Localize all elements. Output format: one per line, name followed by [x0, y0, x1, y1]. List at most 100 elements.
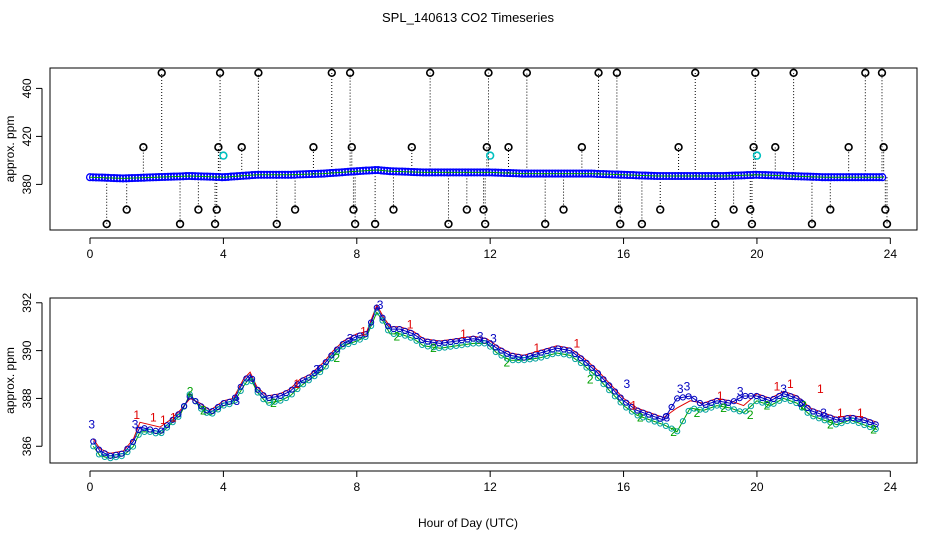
outlier-point: [749, 143, 758, 152]
outlier-point: [691, 68, 700, 78]
series-3-circle: [861, 417, 868, 424]
baseline-series: [85, 166, 887, 183]
series-3-marker: 3: [313, 363, 320, 377]
series-3-circle: [804, 404, 811, 412]
series-3-circle: [838, 416, 845, 423]
series-2-circle: [186, 391, 193, 398]
top-x-tick-label: 8: [353, 247, 360, 261]
series-1-marker: 1: [133, 408, 140, 422]
series-3-circle: [781, 391, 789, 398]
series-2-circle: [288, 391, 295, 398]
top-x-tick-label: 4: [220, 247, 227, 261]
series-2-circle: [260, 396, 267, 403]
outlier-point: [215, 68, 225, 78]
series-2-marker: 2: [270, 396, 277, 410]
series-3-circle: [696, 399, 704, 407]
series-3-marker: 3: [132, 418, 139, 432]
series-3-circle: [719, 398, 726, 405]
series-2-circle: [368, 322, 375, 329]
series-3-circle: [356, 332, 363, 339]
series-2-circle: [747, 403, 755, 410]
outlier-point: [540, 219, 550, 229]
series-3-circle: [470, 335, 477, 342]
flagged-point: [752, 151, 762, 160]
series-3-circle: [475, 336, 482, 343]
series-1-marker: 1: [170, 411, 177, 425]
series-3-circle: [232, 394, 239, 401]
series-1-marker: 1: [460, 327, 467, 341]
series-2-circle: [175, 413, 182, 420]
outlier-point: [272, 219, 281, 229]
series-3-circle: [402, 327, 409, 334]
series-2-circle: [674, 428, 681, 435]
series-3-circle: [849, 414, 857, 422]
series-3-circle: [436, 340, 443, 347]
series-2-marker: 2: [694, 406, 701, 420]
series-1-marker: 1: [574, 336, 581, 350]
series-3-circle: [577, 355, 585, 362]
top-x-tick-label: 12: [483, 247, 497, 261]
series-2: [92, 311, 878, 459]
series-3-circle: [560, 346, 568, 353]
series-3-circle: [487, 340, 494, 347]
series-3-circle: [152, 427, 159, 434]
series-2-circle: [311, 373, 318, 380]
series-2-marker: 2: [827, 418, 834, 432]
series-3-circle: [169, 416, 176, 423]
series-3-circle: [662, 413, 670, 420]
outlier-point: [102, 219, 111, 229]
series-3-circle: [305, 374, 312, 381]
series-3-marker: 3: [664, 411, 671, 425]
series-3-circle: [101, 450, 108, 457]
series-line-1: [92, 304, 878, 454]
series-2-marker: 2: [720, 401, 727, 415]
outlier-point: [879, 143, 888, 152]
outlier-point: [349, 205, 358, 214]
series-3-circle: [464, 336, 471, 343]
series-3-circle: [322, 359, 329, 366]
series-3-circle: [810, 408, 817, 415]
series-2-circle: [124, 448, 131, 456]
series-3-circle: [334, 346, 341, 353]
series-2-circle: [691, 405, 698, 412]
series-2-circle: [101, 453, 108, 460]
bottom-x-tick-label: 4: [220, 480, 227, 494]
series-2-circle: [838, 420, 845, 427]
flagged-point: [485, 151, 495, 160]
series-1: [92, 304, 878, 454]
series-2-marker: 2: [637, 411, 644, 425]
series-3-circle: [668, 403, 675, 411]
series-2-circle: [385, 327, 392, 334]
series-3-circle: [798, 399, 806, 406]
outlier-point: [480, 219, 490, 229]
x-axis-label: Hour of Day (UTC): [418, 516, 518, 530]
series-3-circle: [628, 403, 636, 410]
series-2-marker: 2: [430, 341, 437, 355]
outlier-point: [522, 68, 532, 78]
outlier-point: [877, 68, 887, 78]
series-2-marker: 2: [333, 351, 340, 365]
series-2-circle: [163, 424, 171, 431]
series-2-marker: 2: [503, 356, 510, 370]
series-3-circle: [175, 411, 182, 418]
series-1-marker: 1: [630, 399, 637, 413]
series-3-circle: [759, 394, 766, 402]
series-3-circle: [351, 334, 358, 341]
outlier-point: [327, 68, 336, 78]
bottom-y-axis: 386 388 390 392 approx. ppm: [3, 292, 43, 456]
series-1-marker: 1: [787, 377, 794, 391]
series-3-circle: [328, 352, 335, 359]
outlier-point: [389, 205, 398, 214]
series-2-circle: [334, 348, 341, 355]
top-x-axis: 0 4 8 12 16 20 24: [87, 237, 897, 261]
series-3-circle: [713, 397, 721, 404]
series-2-circle: [509, 357, 516, 364]
series-2-circle: [487, 343, 494, 350]
outlier-point: [194, 205, 203, 214]
series-3-circle: [243, 375, 250, 382]
series-3-circle: [708, 399, 715, 406]
series-2-circle: [849, 417, 857, 424]
outlier-spikes: [106, 72, 888, 224]
top-y-axis-label: approx. ppm: [3, 116, 17, 183]
series-2-circle: [226, 401, 233, 408]
